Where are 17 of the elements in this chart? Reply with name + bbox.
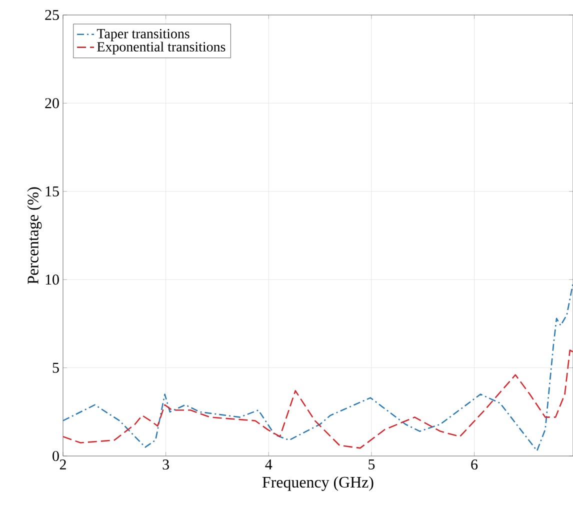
x-tick-label: 6 — [471, 460, 478, 470]
y-axis-title: Percentage (%) — [27, 187, 42, 284]
y-tick-label: 0 — [52, 450, 59, 462]
x-axis-title: Frequency (GHz) — [262, 476, 374, 491]
y-tick-label: 5 — [52, 362, 59, 373]
line-series — [63, 350, 573, 449]
y-tick-label: 25 — [45, 10, 59, 20]
line-series — [63, 282, 573, 452]
y-tick-label: 20 — [45, 98, 59, 108]
x-tick-label: 4 — [265, 460, 272, 470]
y-tick-label: 10 — [46, 274, 59, 285]
x-tick-label: 2 — [60, 460, 66, 470]
x-tick-label: 5 — [368, 460, 375, 470]
legend-label: Exponential transitions — [97, 42, 226, 54]
x-tick-label: 3 — [162, 460, 169, 470]
y-tick-label: 15 — [46, 186, 59, 196]
legend-label: Taper transitions — [96, 29, 190, 42]
